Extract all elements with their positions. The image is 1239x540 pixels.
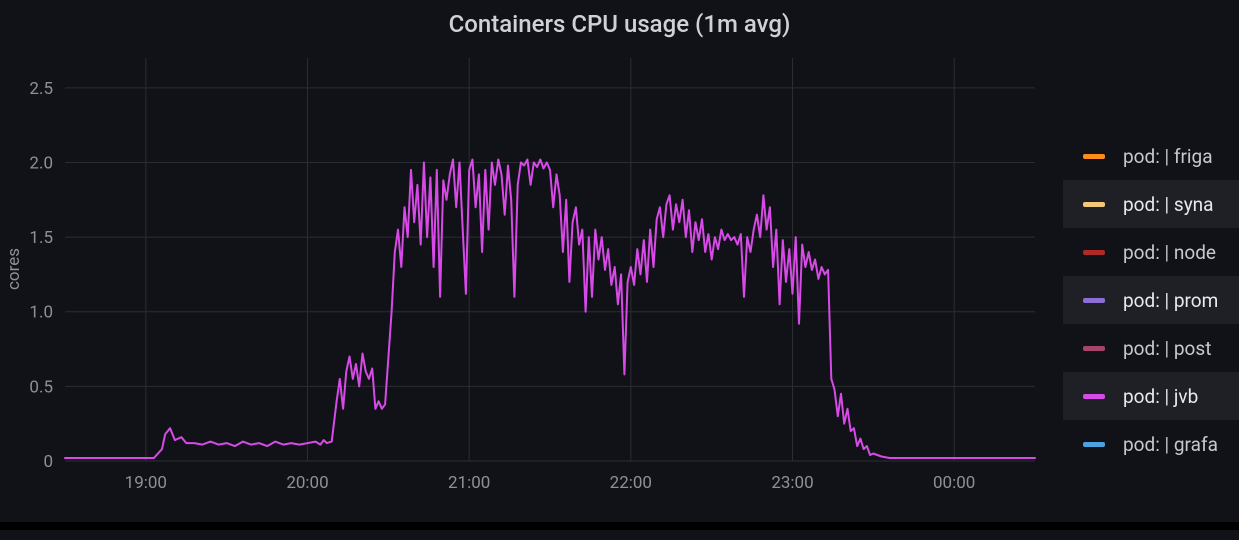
x-tick-label: 21:00 — [448, 473, 490, 493]
legend-swatch — [1083, 202, 1105, 207]
legend-label: pod: | friga — [1123, 145, 1239, 168]
legend-label: pod: | syna — [1123, 193, 1239, 216]
y-tick-label: 0 — [43, 452, 53, 472]
y-axis-label: cores — [4, 248, 24, 290]
y-tick-label: 1.0 — [29, 303, 53, 323]
legend-item[interactable]: pod: | post — [1063, 324, 1239, 372]
legend-swatch — [1083, 250, 1105, 255]
legend-item[interactable]: pod: | jvb — [1063, 372, 1239, 420]
chart-panel: Containers CPU usage (1m avg) 00.51.01.5… — [0, 0, 1239, 530]
legend-label: pod: | node — [1123, 241, 1239, 264]
legend-item[interactable]: pod: | prom — [1063, 276, 1239, 324]
legend-label: pod: | grafa — [1123, 433, 1239, 456]
legend-label: pod: | post — [1123, 337, 1239, 360]
x-tick-label: 23:00 — [771, 473, 813, 493]
x-tick-label: 00:00 — [933, 473, 975, 493]
footer-bar — [0, 522, 1239, 530]
legend-swatch — [1083, 346, 1105, 351]
legend-swatch — [1083, 442, 1105, 447]
legend-swatch — [1083, 154, 1105, 159]
legend-item[interactable]: pod: | grafa — [1063, 420, 1239, 468]
series-line — [65, 160, 1035, 459]
legend: pod: | friga pod: | syna pod: | node pod: |… — [1063, 132, 1239, 468]
legend-swatch — [1083, 394, 1105, 399]
y-tick-label: 2.5 — [29, 79, 53, 99]
legend-swatch — [1083, 298, 1105, 303]
cpu-line-chart: 0 0.5 1.0 1.5 2.0 2.5 19:00 20:00 21:00 22:00 23:0… — [0, 0, 1055, 506]
legend-item[interactable]: pod: | syna — [1063, 180, 1239, 228]
x-tick-label: 19:00 — [125, 473, 167, 493]
y-tick-label: 2.0 — [29, 153, 53, 173]
x-tick-label: 20:00 — [286, 473, 328, 493]
y-tick-label: 0.5 — [29, 377, 53, 397]
legend-item[interactable]: pod: | node — [1063, 228, 1239, 276]
legend-item[interactable]: pod: | friga — [1063, 132, 1239, 180]
legend-label: pod: | jvb — [1123, 385, 1239, 408]
x-tick-label: 22:00 — [610, 473, 652, 493]
y-tick-label: 1.5 — [29, 228, 53, 248]
legend-label: pod: | prom — [1123, 289, 1239, 312]
